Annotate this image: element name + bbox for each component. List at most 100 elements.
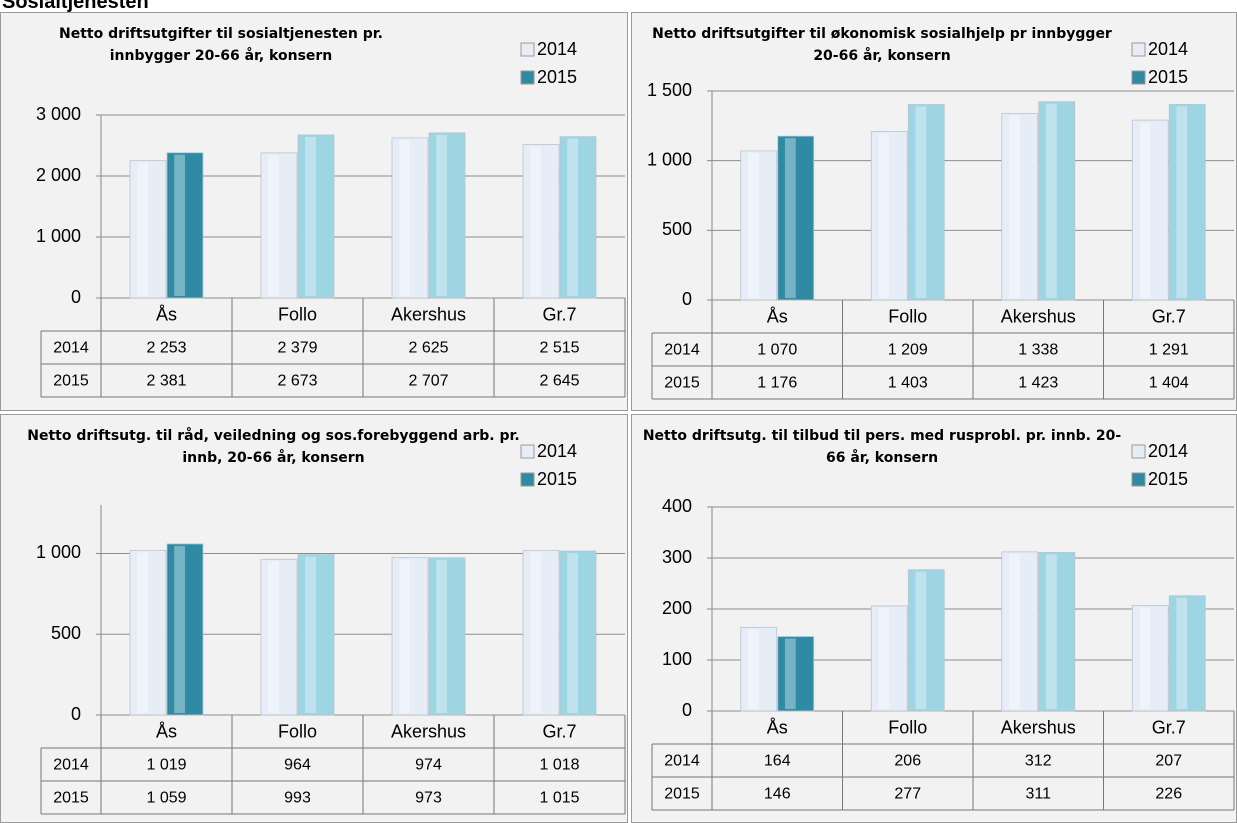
- bar-shine: [1045, 554, 1057, 709]
- legend-swatch: [520, 472, 535, 487]
- bar: [870, 605, 908, 712]
- bar: [559, 136, 597, 299]
- legend-swatch: [520, 70, 535, 85]
- table-cell: 164: [764, 753, 791, 770]
- table-cell: 1 019: [146, 757, 186, 774]
- chart-title: Netto driftsutg. til råd, veiledning og …: [27, 428, 520, 466]
- table-cell: 1 209: [888, 342, 928, 359]
- y-tick-label: 1 500: [647, 80, 692, 100]
- bar: [1001, 113, 1039, 301]
- x-tick-label: Ås: [767, 306, 788, 326]
- legend-swatch: [1131, 444, 1146, 459]
- bar: [777, 135, 815, 301]
- table-cell: 2 707: [408, 373, 448, 390]
- table-cell: 146: [764, 786, 791, 803]
- bar: [391, 557, 429, 716]
- x-tick-label: Akershus: [391, 304, 466, 324]
- chart: 0 500 1 000 2014 2015 Ås Follo Akershus Gr.7 2014…: [36, 441, 626, 815]
- table-row-header: 2014: [664, 342, 700, 359]
- chart-panel: 0 500 1 000 1 500 2014 2015 Ås Follo Akershus Gr.…: [631, 12, 1237, 411]
- bar: [522, 144, 560, 299]
- y-tick-label: 1 000: [647, 149, 692, 169]
- legend-swatch: [1131, 42, 1146, 57]
- table-cell: 1 291: [1149, 342, 1189, 359]
- x-tick-label: Follo: [278, 721, 317, 741]
- chart: 0 100 200 300 400 2014 2015 Ås Follo Akershus Gr.7…: [651, 441, 1235, 811]
- bar-shine: [1139, 122, 1151, 298]
- legend-label: 2015: [1148, 67, 1188, 87]
- bar-shine: [436, 559, 447, 713]
- bar-shine: [1176, 106, 1188, 298]
- chart-title: Netto driftsutgifter til sosialtjenesten…: [58, 26, 384, 64]
- table-cell: 277: [894, 786, 921, 803]
- x-tick-label: Follo: [278, 304, 317, 324]
- x-tick-label: Akershus: [1001, 717, 1076, 737]
- table-row-header: 2015: [664, 786, 700, 803]
- bar: [522, 550, 560, 716]
- bar-shine: [305, 556, 316, 713]
- y-tick-label: 200: [662, 598, 692, 618]
- bar: [428, 557, 466, 716]
- legend-label: 2015: [537, 67, 577, 87]
- bar: [870, 131, 908, 301]
- bar: [166, 543, 204, 716]
- y-tick-label: 0: [682, 289, 692, 309]
- page-title: Sosialtjenesten: [2, 0, 149, 13]
- y-tick-label: 100: [662, 649, 692, 669]
- bar: [907, 569, 945, 712]
- table-row-header: 2015: [53, 373, 89, 390]
- x-tick-label: Akershus: [391, 721, 466, 741]
- bar: [297, 554, 335, 716]
- bar-shine: [567, 138, 578, 296]
- table-cell: 1 176: [757, 375, 797, 392]
- table-cell: 1 338: [1018, 342, 1058, 359]
- bar: [777, 636, 815, 712]
- y-tick-label: 3 000: [36, 104, 81, 124]
- bar: [129, 160, 167, 299]
- table-cell: 2 515: [539, 340, 579, 357]
- x-tick-label: Gr.7: [542, 304, 576, 324]
- table-cell: 2 645: [539, 373, 579, 390]
- legend-swatch: [520, 444, 535, 459]
- table-cell: 312: [1025, 753, 1052, 770]
- bar-shine: [530, 146, 541, 296]
- bar: [260, 558, 298, 716]
- legend-label: 2014: [1148, 441, 1188, 461]
- x-tick-label: Akershus: [1001, 306, 1076, 326]
- bar: [1038, 551, 1076, 712]
- bar-shine: [878, 607, 890, 709]
- bar-shine: [305, 136, 316, 296]
- legend-swatch: [1131, 70, 1146, 85]
- chart: 0 1 000 2 000 3 000 2014 2015 Ås Follo Akershus G…: [36, 39, 626, 398]
- bar-shine: [784, 638, 796, 709]
- bar-shine: [436, 134, 447, 296]
- table-cell: 1 403: [888, 375, 928, 392]
- table-cell: 1 015: [539, 790, 579, 807]
- chart: 0 500 1 000 1 500 2014 2015 Ås Follo Akershus Gr.…: [647, 39, 1235, 400]
- bar-shine: [399, 139, 410, 296]
- table-cell: 2 625: [408, 340, 448, 357]
- bar: [1131, 605, 1169, 712]
- bar-shine: [137, 162, 148, 296]
- table-cell: 1 070: [757, 342, 797, 359]
- bar-shine: [915, 571, 927, 709]
- x-tick-label: Ås: [156, 304, 177, 324]
- bar: [428, 132, 466, 299]
- table-cell: 964: [284, 757, 311, 774]
- x-tick-label: Gr.7: [1152, 717, 1186, 737]
- bar: [129, 549, 167, 716]
- table-cell: 206: [894, 753, 921, 770]
- bar-shine: [747, 629, 759, 709]
- chart-title: Netto driftsutg. til tilbud til pers. me…: [642, 428, 1122, 466]
- table-cell: 2 673: [277, 373, 317, 390]
- bar: [1038, 101, 1076, 301]
- bar-shine: [268, 561, 279, 713]
- table-row-header: 2014: [53, 340, 89, 357]
- legend-label: 2015: [537, 469, 577, 489]
- table-cell: 1 423: [1018, 375, 1058, 392]
- legend-label: 2014: [537, 441, 577, 461]
- table-cell: 207: [1155, 753, 1182, 770]
- table-cell: 973: [415, 790, 442, 807]
- table-cell: 1 059: [146, 790, 186, 807]
